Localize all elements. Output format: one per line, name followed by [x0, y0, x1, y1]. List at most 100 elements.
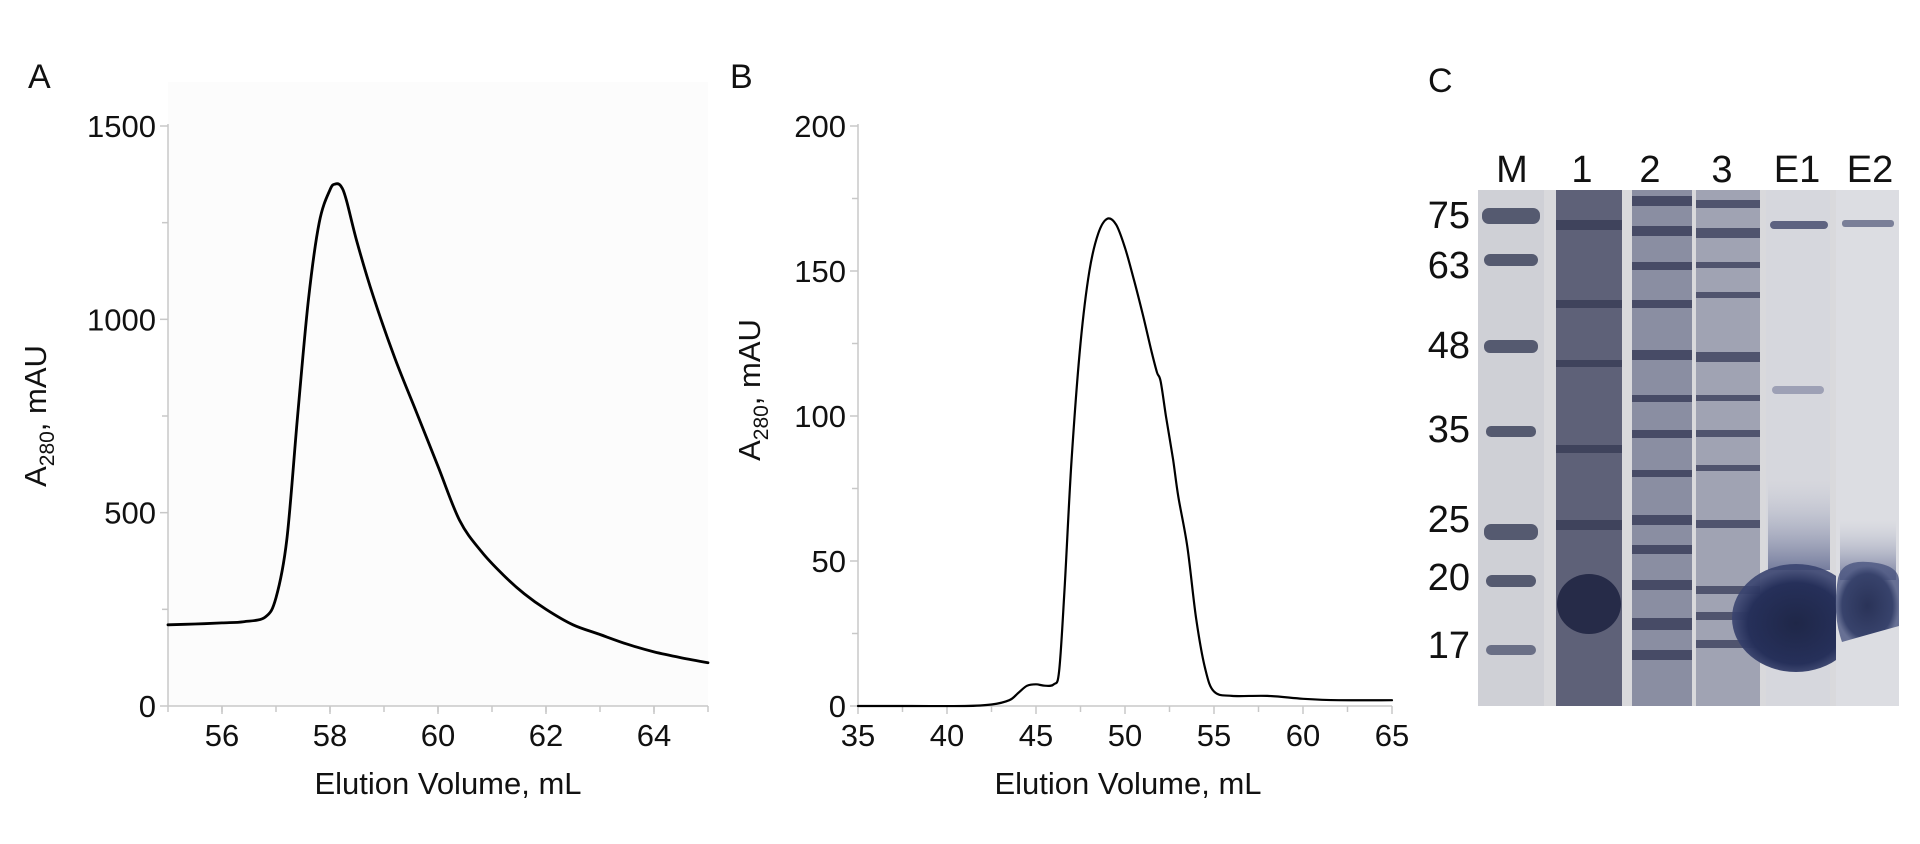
marker-label-35: 35: [1428, 409, 1470, 451]
y-axis-title-rest: , mAU: [732, 319, 767, 405]
lane-2-band: [1632, 618, 1692, 630]
lane-2-band: [1632, 515, 1692, 525]
lane-label-1: 1: [1571, 149, 1592, 191]
lane-3-band: [1696, 612, 1760, 620]
x-tick-label-a: 64: [637, 718, 671, 753]
y-tick-label-b: 100: [794, 399, 846, 434]
gel-lane-labels: M 1 2 3 E1 E2: [1496, 149, 1893, 191]
marker-band-35: [1486, 426, 1536, 437]
lane-e1-main-band: [1732, 564, 1860, 672]
lane-label-m: M: [1496, 149, 1528, 191]
y-axis-title-sub: 280: [750, 405, 773, 440]
marker-band-63: [1484, 254, 1538, 266]
lane-2-band: [1632, 580, 1692, 590]
lane-e2-band-top: [1842, 220, 1894, 227]
y-axis-title-main: A: [18, 466, 53, 487]
lane-2-band: [1632, 350, 1692, 360]
x-tick-label-b: 60: [1286, 718, 1320, 753]
marker-band-17: [1486, 645, 1536, 655]
lane-1-band: [1556, 520, 1622, 530]
marker-band-48: [1484, 340, 1538, 353]
lane-2-band: [1632, 395, 1692, 402]
lane-e2-main-band: [1835, 561, 1899, 642]
lane-label-3: 3: [1711, 149, 1732, 191]
x-tick-label-a: 62: [529, 718, 563, 753]
lane-label-e2: E2: [1847, 149, 1893, 191]
x-tick-label-b: 45: [1019, 718, 1053, 753]
lane-3-band: [1696, 586, 1760, 594]
chart-a: A 0 500 1000 1500 56 58 60 62 64 Elution Volume, …: [18, 58, 710, 801]
y-axis-title-main: A: [732, 440, 767, 461]
y-axis-title-b: A280, mAU: [732, 319, 773, 461]
lane-2-band: [1632, 430, 1692, 438]
x-tick-label-a: 58: [313, 718, 347, 753]
lane-1-main-band: [1557, 574, 1621, 634]
lane-3-band: [1696, 292, 1760, 298]
y-tick-label-b: 50: [812, 544, 846, 579]
lane-label-e1: E1: [1774, 149, 1820, 191]
series-line-a-0: [166, 182, 710, 665]
marker-band-75: [1482, 208, 1540, 224]
x-tick-label-b: 55: [1197, 718, 1231, 753]
marker-band-20: [1486, 575, 1536, 587]
marker-label-75: 75: [1428, 195, 1470, 237]
lane-e1-band-mid: [1772, 386, 1824, 394]
lane-2-band: [1632, 300, 1692, 308]
lane-3-band: [1696, 200, 1760, 208]
lane-3-band: [1696, 395, 1760, 401]
lane-2-band: [1632, 226, 1692, 236]
y-tick-label-a: 1500: [87, 109, 156, 144]
y-tick-label-a: 1000: [87, 302, 156, 337]
y-tick-label-b: 200: [794, 109, 846, 144]
marker-ladder: [1482, 208, 1540, 655]
lane-2-band: [1632, 545, 1692, 554]
x-tick-label-a: 60: [421, 718, 455, 753]
x-tick-label-a: 56: [205, 718, 239, 753]
gel-marker-labels: 75 63 48 35 25 20 17: [1428, 195, 1470, 667]
marker-label-17: 17: [1428, 625, 1470, 667]
y-tick-label-a: 500: [104, 496, 156, 531]
lane-3-band: [1696, 430, 1760, 437]
lane-3-band: [1696, 352, 1760, 362]
lane-3-band: [1696, 228, 1760, 238]
panel-label-c: C: [1428, 62, 1453, 100]
lane-2-bands: [1632, 196, 1692, 660]
gel-panel: C: [1428, 62, 1899, 706]
marker-label-48: 48: [1428, 325, 1470, 367]
y-axis-title-a: A280, mAU: [18, 345, 59, 487]
lane-1-band: [1556, 300, 1622, 308]
lane-3-band: [1696, 520, 1760, 528]
lane-3-band: [1696, 465, 1760, 471]
x-tick-label-b: 35: [841, 718, 875, 753]
lane-1-band: [1556, 445, 1622, 453]
lane-2-band: [1632, 262, 1692, 270]
x-tick-label-b: 40: [930, 718, 964, 753]
lane-label-2: 2: [1639, 149, 1660, 191]
marker-label-25: 25: [1428, 499, 1470, 541]
y-axis-title-rest: , mAU: [18, 345, 53, 431]
x-axis-title-b: Elution Volume, mL: [994, 766, 1261, 801]
x-tick-label-b: 65: [1375, 718, 1409, 753]
marker-band-25: [1484, 524, 1538, 540]
x-axis-title-a: Elution Volume, mL: [314, 766, 581, 801]
marker-label-63: 63: [1428, 245, 1470, 287]
plot-area-a: [168, 82, 708, 706]
y-tick-label-b: 0: [829, 689, 846, 724]
chart-b: B 0 50 100 150 200 35 40 45 50 55 60 65 Elution Volu…: [730, 58, 1409, 801]
lane-2-band: [1632, 470, 1692, 477]
lane-e1-band-top: [1770, 221, 1828, 229]
lane-3-bands: [1696, 200, 1760, 648]
lane-3-band: [1696, 640, 1760, 648]
series-line-b-0: [856, 217, 1394, 708]
lane-1-band: [1556, 220, 1622, 230]
lane-2-band: [1632, 650, 1692, 660]
panel-label-a: A: [28, 58, 51, 96]
y-axis-title-sub: 280: [36, 431, 59, 466]
panel-label-b: B: [730, 58, 753, 96]
lane-m: [1478, 190, 1544, 706]
lane-e1-smear: [1768, 480, 1830, 570]
marker-label-20: 20: [1428, 557, 1470, 599]
lane-3-band: [1696, 262, 1760, 268]
y-tick-label-a: 0: [139, 689, 156, 724]
